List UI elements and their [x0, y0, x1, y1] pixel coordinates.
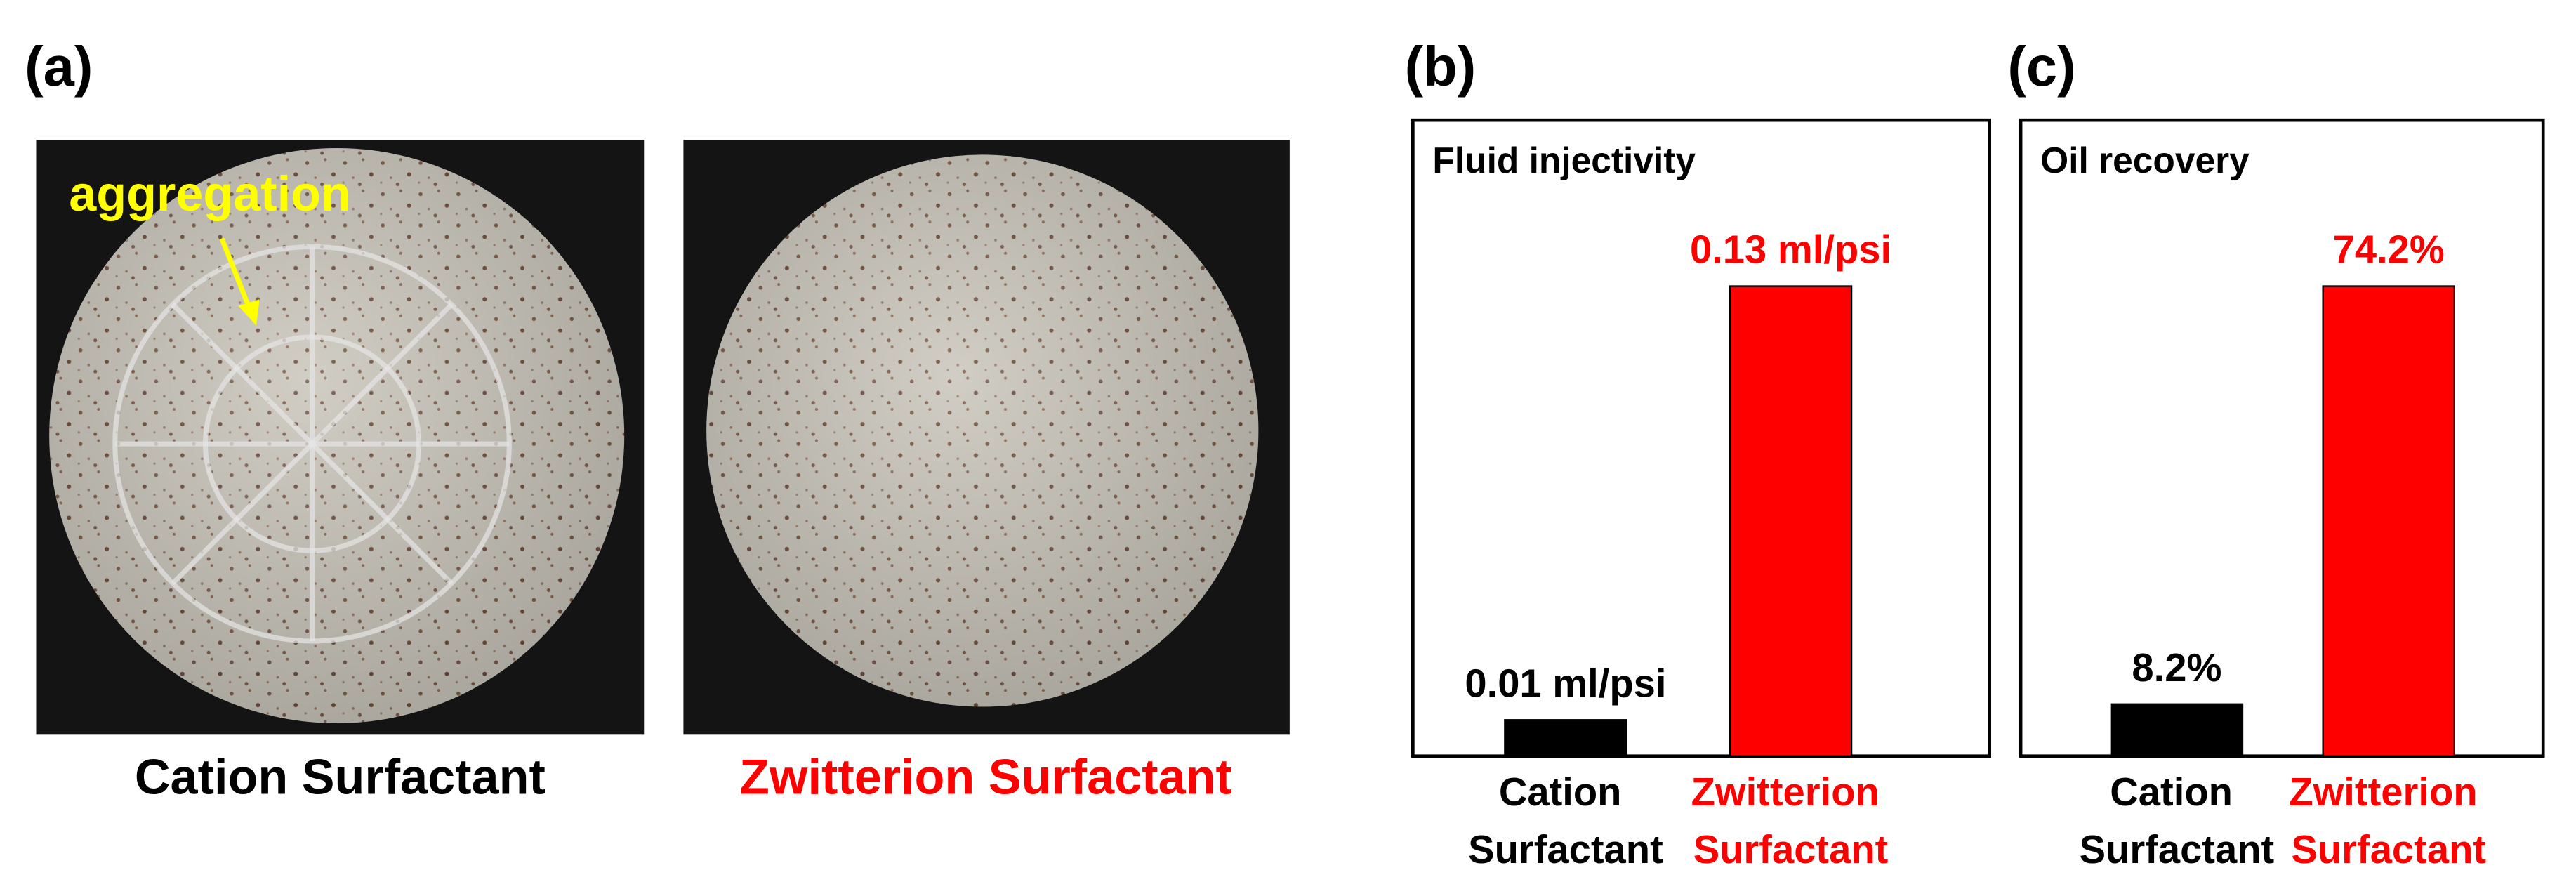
plot-frame [2019, 118, 2545, 758]
panel-label: (b) [1405, 35, 1477, 98]
x-tick-label: Cation Surfactant [2080, 770, 2275, 871]
bar [2322, 285, 2456, 757]
chart-title: Oil recovery [2040, 140, 2250, 180]
plot-frame [1411, 118, 1991, 758]
arrow-head [238, 299, 260, 326]
panel-label: (a) [25, 35, 93, 98]
panel-label: (c) [2007, 35, 2075, 98]
disk-shading [706, 154, 1259, 707]
aggregation-pattern [112, 244, 512, 644]
chart-title: Fluid injectivity [1432, 140, 1696, 180]
photo-caption: Zwitterion Surfactant [739, 749, 1232, 805]
bar [1504, 719, 1627, 757]
value-label: 74.2% [2333, 228, 2445, 272]
value-label: 0.13 ml/psi [1690, 228, 1891, 272]
annotation-arrow [219, 237, 252, 310]
x-tick-label: Zwitterion Surfactant [2289, 770, 2488, 871]
value-label: 8.2% [2132, 645, 2221, 690]
bar [2110, 703, 2244, 757]
disk-shading [49, 147, 625, 723]
x-tick-label: Cation Surfactant [1468, 770, 1663, 871]
x-tick-label: Zwitterion Surfactant [1691, 770, 1891, 871]
value-label: 0.01 ml/psi [1465, 661, 1666, 705]
annotation: aggregation [69, 166, 351, 221]
bar [1729, 285, 1853, 757]
photo-caption: Cation Surfactant [135, 749, 546, 805]
